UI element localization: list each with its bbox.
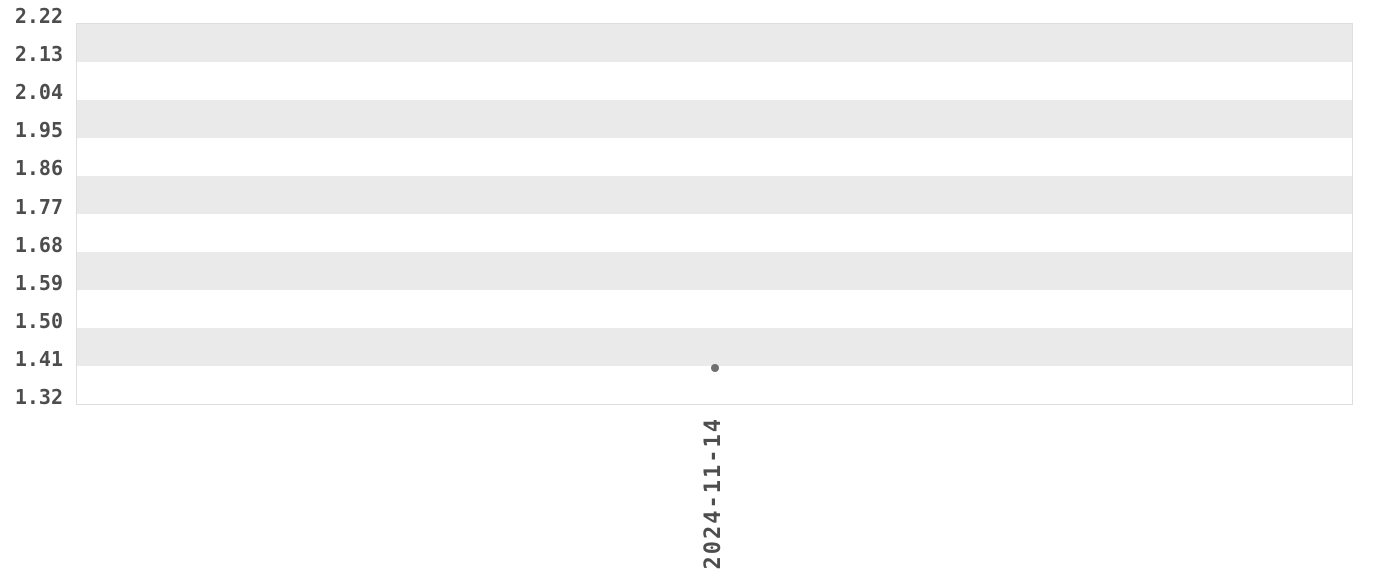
grid-band <box>77 290 1352 328</box>
y-tick-label: 1.95 <box>14 118 63 143</box>
grid-band <box>77 62 1352 100</box>
y-tick-label: 1.50 <box>14 308 63 333</box>
grid-band <box>77 366 1352 404</box>
plot-area <box>76 23 1353 405</box>
y-tick-label: 1.86 <box>14 156 63 181</box>
grid-band <box>77 176 1352 214</box>
data-point[interactable] <box>710 364 719 373</box>
grid-band <box>77 252 1352 290</box>
y-tick-label: 2.22 <box>14 4 63 28</box>
grid-band <box>77 100 1352 138</box>
y-tick-label: 2.04 <box>14 80 63 105</box>
grid-band <box>77 24 1352 62</box>
grid-band <box>77 214 1352 252</box>
grid-band <box>77 328 1352 366</box>
grid-band <box>77 138 1352 176</box>
y-tick-label: 1.41 <box>14 346 63 371</box>
y-tick-label: 1.32 <box>14 385 63 409</box>
y-tick-label: 1.77 <box>14 194 63 219</box>
y-tick-label: 1.68 <box>14 232 63 257</box>
y-tick-label: 2.13 <box>14 42 63 67</box>
y-tick-label: 1.59 <box>14 270 63 295</box>
x-tick-label: 2024-11-14 <box>701 417 726 570</box>
